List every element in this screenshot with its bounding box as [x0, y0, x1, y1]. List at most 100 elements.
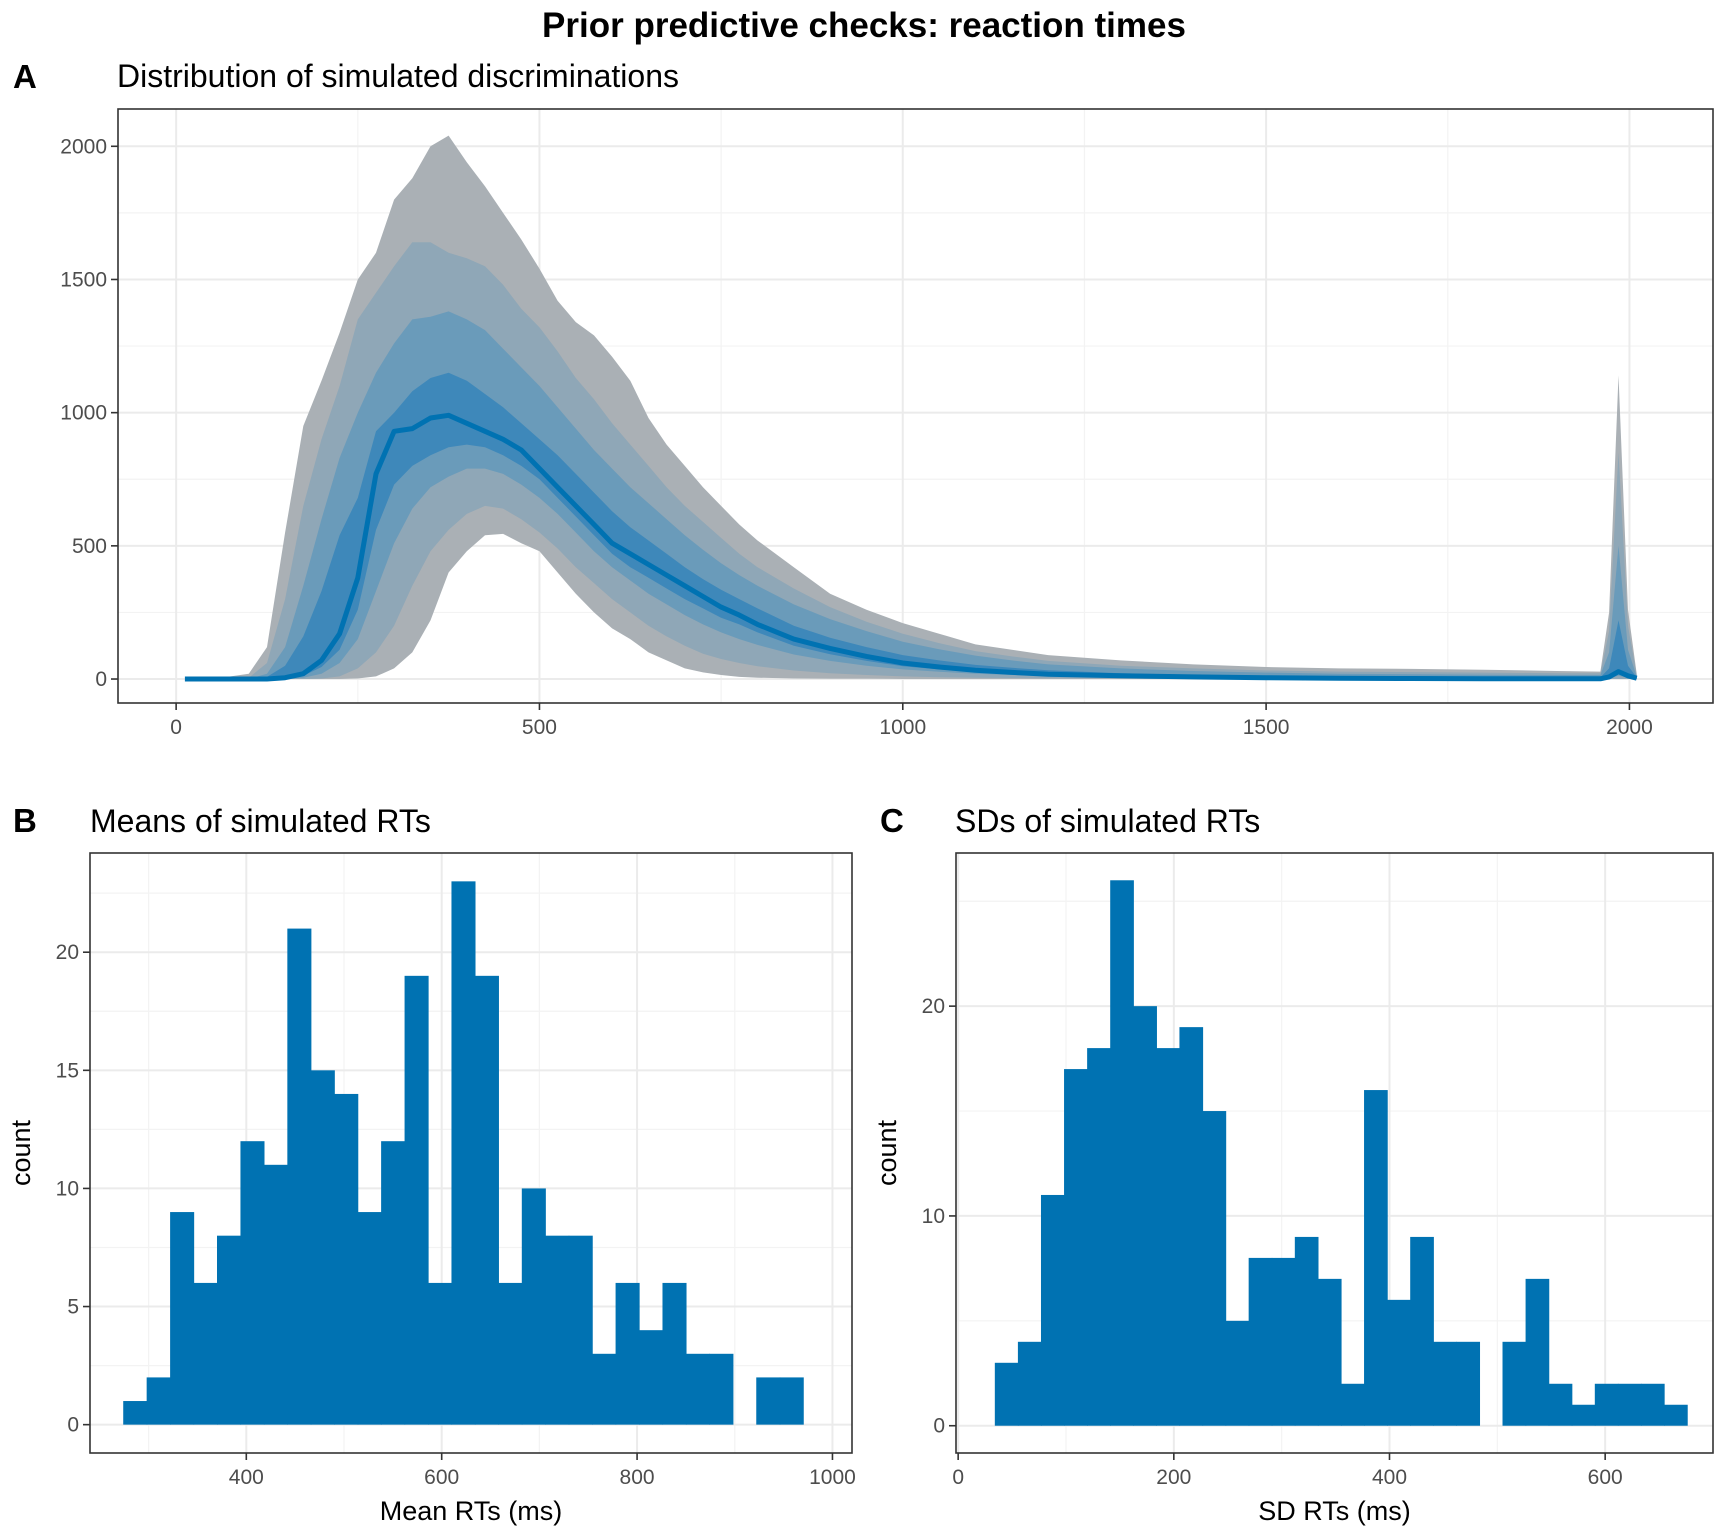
interval-band-1	[184, 135, 1637, 680]
plot-frame	[955, 852, 1714, 1454]
histogram-bar	[1294, 1236, 1319, 1426]
panel-c: C SDs of simulated RTs 0 200 400 600 0 10 20 SD…	[872, 802, 1714, 1526]
y-tick-label: 5	[67, 1296, 79, 1319]
x-tick-label: 0	[170, 716, 182, 739]
histogram-bar	[1525, 1278, 1550, 1426]
histogram-bar	[1248, 1257, 1273, 1426]
histogram-bar	[709, 1353, 734, 1425]
histogram-bar	[263, 1164, 288, 1425]
histogram-bar	[381, 1141, 406, 1425]
histogram-bar	[1340, 1383, 1365, 1426]
x-axis-title: SD RTs (ms)	[1258, 1496, 1411, 1526]
x-tick-label: 2000	[1606, 716, 1653, 739]
histogram-bar	[1387, 1299, 1411, 1426]
histogram-bar	[451, 881, 476, 1425]
interval-band-4	[184, 372, 1637, 679]
panel-b: B Means of simulated RTs 400 600 800 1000 0 5…	[6, 802, 856, 1526]
x-tick-label: 1000	[879, 716, 926, 739]
panel-b-plot: 400 600 800 1000 0 5 10 15 20 Mean RTs (ms) count	[6, 852, 856, 1526]
y-tick-label: 500	[72, 535, 107, 558]
histogram-bar	[1110, 880, 1134, 1426]
histogram-bar	[146, 1377, 171, 1425]
histogram-bar	[521, 1188, 546, 1425]
interval-band-2	[184, 242, 1637, 679]
x-axis-title: Mean RTs (ms)	[380, 1496, 563, 1526]
histogram-bar	[1225, 1320, 1250, 1426]
histogram-bar	[639, 1330, 664, 1425]
y-tick-label: 2000	[60, 135, 107, 158]
panel-c-title: SDs of simulated RTs	[955, 803, 1260, 839]
histogram-bar	[310, 1070, 335, 1425]
histogram-bar	[217, 1235, 242, 1425]
plot-frame	[89, 852, 853, 1454]
panel-a-title: Distribution of simulated discrimination…	[117, 58, 679, 94]
panel-a-tag: A	[13, 58, 37, 95]
histogram-bar	[1364, 1090, 1388, 1426]
y-tick-label: 0	[67, 1414, 79, 1437]
histogram-bar	[545, 1235, 570, 1425]
main-title: Prior predictive checks: reaction times	[542, 6, 1186, 45]
panel-b-title: Means of simulated RTs	[90, 803, 431, 839]
histogram-bar	[1433, 1341, 1457, 1426]
y-tick-label: 20	[922, 995, 945, 1018]
histogram-bar	[756, 1377, 781, 1425]
histogram-bar	[498, 1282, 523, 1425]
histogram-bar	[1617, 1383, 1642, 1426]
histogram-bar	[615, 1282, 640, 1425]
histogram-bar	[170, 1212, 195, 1425]
histogram-bar	[592, 1353, 617, 1425]
histogram-bar	[1064, 1069, 1088, 1426]
histogram-bar	[404, 975, 429, 1425]
x-tick-label: 600	[424, 1466, 459, 1489]
x-tick-label: 400	[1372, 1466, 1407, 1489]
panel-a: A Distribution of simulated discriminati…	[13, 58, 1714, 739]
y-tick-label: 0	[95, 668, 107, 691]
histogram-bar	[474, 975, 499, 1425]
histogram-bar	[428, 1282, 453, 1425]
x-tick-label: 400	[229, 1466, 264, 1489]
histogram-bar	[123, 1401, 148, 1425]
histogram-bar	[1594, 1383, 1619, 1426]
histogram-bar	[240, 1141, 265, 1425]
histogram-bar	[1271, 1257, 1296, 1426]
panel-a-plot: 0 500 1000 1500 2000 0 500 1000 1500 2000	[60, 108, 1714, 739]
histogram-bar	[357, 1212, 382, 1425]
x-tick-label: 800	[620, 1466, 655, 1489]
histogram-bar	[287, 928, 312, 1425]
histogram-bar	[994, 1362, 1019, 1426]
x-tick-label: 1000	[809, 1466, 856, 1489]
histogram-bar	[1502, 1341, 1527, 1426]
y-tick-label: 10	[56, 1177, 79, 1200]
y-tick-label: 1500	[60, 268, 107, 291]
histogram-bar	[662, 1282, 687, 1425]
histogram-bar	[1017, 1341, 1042, 1426]
y-tick-label: 15	[56, 1059, 79, 1082]
x-tick-label: 200	[1156, 1466, 1191, 1489]
y-axis-title: count	[872, 1119, 902, 1186]
y-tick-label: 20	[56, 941, 79, 964]
histogram-bar	[779, 1377, 804, 1425]
interval-band-3	[184, 311, 1637, 679]
histogram-bar	[1179, 1027, 1204, 1426]
panel-c-tag: C	[880, 802, 904, 839]
x-tick-label: 1500	[1243, 716, 1290, 739]
histogram-bar	[1202, 1111, 1227, 1426]
histogram-bar	[1664, 1404, 1688, 1426]
histogram-bar	[1040, 1194, 1065, 1426]
histogram-bar	[1456, 1341, 1481, 1426]
histogram-bar	[1548, 1383, 1573, 1426]
histogram-bar	[1133, 1006, 1157, 1426]
histogram-bar	[1156, 1048, 1181, 1426]
histogram-bar	[1087, 1048, 1111, 1426]
histogram-bar	[334, 1093, 359, 1425]
histogram-bar	[568, 1235, 593, 1425]
x-tick-label: 600	[1588, 1466, 1623, 1489]
histogram-bar	[193, 1282, 218, 1425]
histogram-bar	[1410, 1236, 1434, 1426]
y-axis-title: count	[6, 1119, 36, 1186]
y-tick-label: 0	[933, 1415, 945, 1438]
y-tick-label: 1000	[60, 402, 107, 425]
histogram-bar	[685, 1353, 710, 1425]
histogram-bar	[1640, 1383, 1665, 1426]
